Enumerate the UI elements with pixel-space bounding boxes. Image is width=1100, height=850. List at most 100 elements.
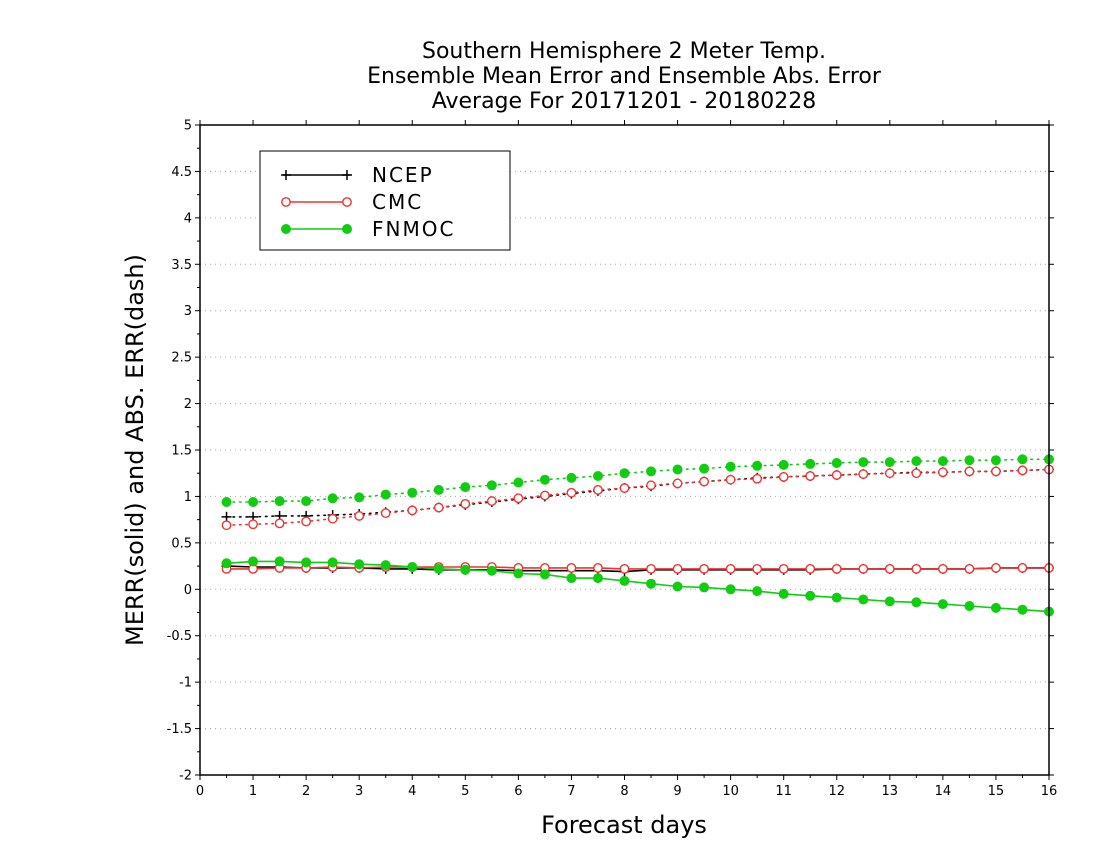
x-tick-label: 10 <box>722 784 739 799</box>
abs-err-point-fnmoc <box>301 496 312 507</box>
merr-point-fnmoc <box>539 569 550 580</box>
merr-point-cmc <box>805 563 816 574</box>
merr-point-cmc <box>937 563 948 574</box>
abs-err-point-ncep <box>221 511 232 522</box>
merr-point-cmc <box>911 563 922 574</box>
merr-point-fnmoc <box>672 581 683 592</box>
abs-err-point-fnmoc <box>911 456 922 467</box>
merr-point-fnmoc <box>380 560 391 571</box>
merr-point-cmc <box>991 563 1001 573</box>
merr-point-fnmoc <box>858 594 869 605</box>
abs-err-point-fnmoc <box>380 489 391 500</box>
abs-err-point-cmc <box>831 470 842 480</box>
x-tick-label: 6 <box>514 784 522 799</box>
abs-err-point-cmc <box>805 471 816 481</box>
x-tick-label: 14 <box>935 784 952 799</box>
merr-point-cmc <box>884 563 895 574</box>
legend-marker-left <box>281 170 291 180</box>
abs-err-point-fnmoc <box>327 493 338 504</box>
abs-err-point-cmc <box>248 519 258 530</box>
merr-point-cmc <box>566 563 577 573</box>
merr-point-fnmoc <box>911 597 922 608</box>
merr-point-cmc <box>619 563 630 574</box>
merr-point-fnmoc <box>805 590 816 601</box>
y-tick-label: -0.5 <box>167 629 192 644</box>
legend-entry-cmc: CMC <box>281 190 421 214</box>
abs-err-point-cmc <box>858 469 869 480</box>
abs-err-point-fnmoc <box>619 468 630 479</box>
abs-err-point-fnmoc <box>699 463 710 474</box>
x-tick-label: 1 <box>249 784 257 799</box>
merr-point-fnmoc <box>619 575 630 586</box>
x-tick-label: 12 <box>828 784 845 799</box>
legend-label-fnmoc: FNMOC <box>372 217 455 241</box>
legend: NCEP CMC FNMOC <box>259 150 511 251</box>
x-tick-label: 15 <box>988 784 1005 799</box>
merr-point-fnmoc <box>433 563 444 574</box>
y-tick-label: 5 <box>184 119 192 134</box>
merr-point-fnmoc <box>486 565 497 576</box>
merr-point-fnmoc <box>937 599 948 610</box>
abs-err-point-cmc <box>407 505 418 516</box>
abs-err-point-fnmoc <box>725 461 736 472</box>
abs-err-point-cmc <box>354 511 365 521</box>
abs-err-point-fnmoc <box>274 496 285 507</box>
abs-err-point-cmc <box>486 496 497 506</box>
chart-title-line-2: Ensemble Mean Error and Ensemble Abs. Er… <box>367 64 882 89</box>
legend-box <box>259 150 511 251</box>
abs-err-line-ncep <box>225 468 1050 518</box>
legend-marker-right <box>342 224 352 234</box>
merr-point-fnmoc <box>301 557 312 568</box>
y-tick-label: 0.5 <box>171 536 192 551</box>
x-tick-label: 5 <box>461 784 469 799</box>
y-axis-label: MERR(solid) and ABS. ERR(dash) <box>121 254 149 646</box>
abs-err-point-fnmoc <box>646 466 657 477</box>
merr-point-fnmoc <box>725 584 736 595</box>
abs-err-point-cmc <box>752 473 763 484</box>
abs-err-point-fnmoc <box>221 497 232 507</box>
abs-err-point-fnmoc <box>433 484 444 495</box>
x-axis-label: Forecast days <box>541 811 707 839</box>
abs-err-point-cmc <box>699 476 709 487</box>
abs-err-point-cmc <box>513 493 524 504</box>
abs-err-point-cmc <box>778 472 789 482</box>
abs-err-point-fnmoc <box>964 455 975 466</box>
axis-ticks: -2-1.5-1-0.500.511.522.533.544.550 1 2 3 4 5 6… <box>167 119 1058 800</box>
abs-err-point-fnmoc <box>354 492 365 503</box>
merr-point-fnmoc <box>990 602 1001 613</box>
series-cmc <box>221 464 1054 574</box>
abs-err-point-cmc <box>327 513 338 524</box>
abs-err-point-cmc <box>964 466 975 477</box>
abs-err-point-cmc <box>593 485 603 495</box>
legend-marker-left <box>281 197 291 207</box>
x-tick-label: 8 <box>620 784 628 799</box>
series-ncep <box>221 464 1054 577</box>
merr-point-fnmoc <box>592 573 603 584</box>
abs-err-point-fnmoc <box>831 458 842 468</box>
abs-err-point-cmc <box>937 467 948 478</box>
abs-err-point-cmc <box>619 483 630 493</box>
abs-err-point-fnmoc <box>672 464 683 475</box>
y-tick-label: -1.5 <box>167 722 192 737</box>
abs-err-point-fnmoc <box>539 474 550 485</box>
gridlines <box>200 170 1049 730</box>
merr-point-fnmoc <box>778 588 789 599</box>
abs-err-point-cmc <box>991 466 1001 477</box>
merr-point-fnmoc <box>964 601 975 611</box>
abs-err-point-fnmoc <box>937 456 948 467</box>
merr-point-fnmoc <box>831 592 842 603</box>
abs-err-point-cmc <box>1017 465 1028 476</box>
series-layer <box>221 454 1054 617</box>
abs-err-point-fnmoc <box>778 459 789 470</box>
merr-point-cmc <box>1017 563 1028 573</box>
merr-point-fnmoc <box>407 562 418 572</box>
abs-err-point-cmc <box>380 508 391 519</box>
merr-point-cmc <box>725 563 736 574</box>
chart-title-line-3: Average For 20171201 - 20180228 <box>432 89 817 114</box>
x-tick-label: 7 <box>567 784 575 799</box>
y-tick-label: 3 <box>184 304 192 319</box>
merr-point-fnmoc <box>646 578 657 589</box>
abs-err-point-cmc <box>221 520 232 531</box>
y-tick-label: 2 <box>184 397 192 412</box>
